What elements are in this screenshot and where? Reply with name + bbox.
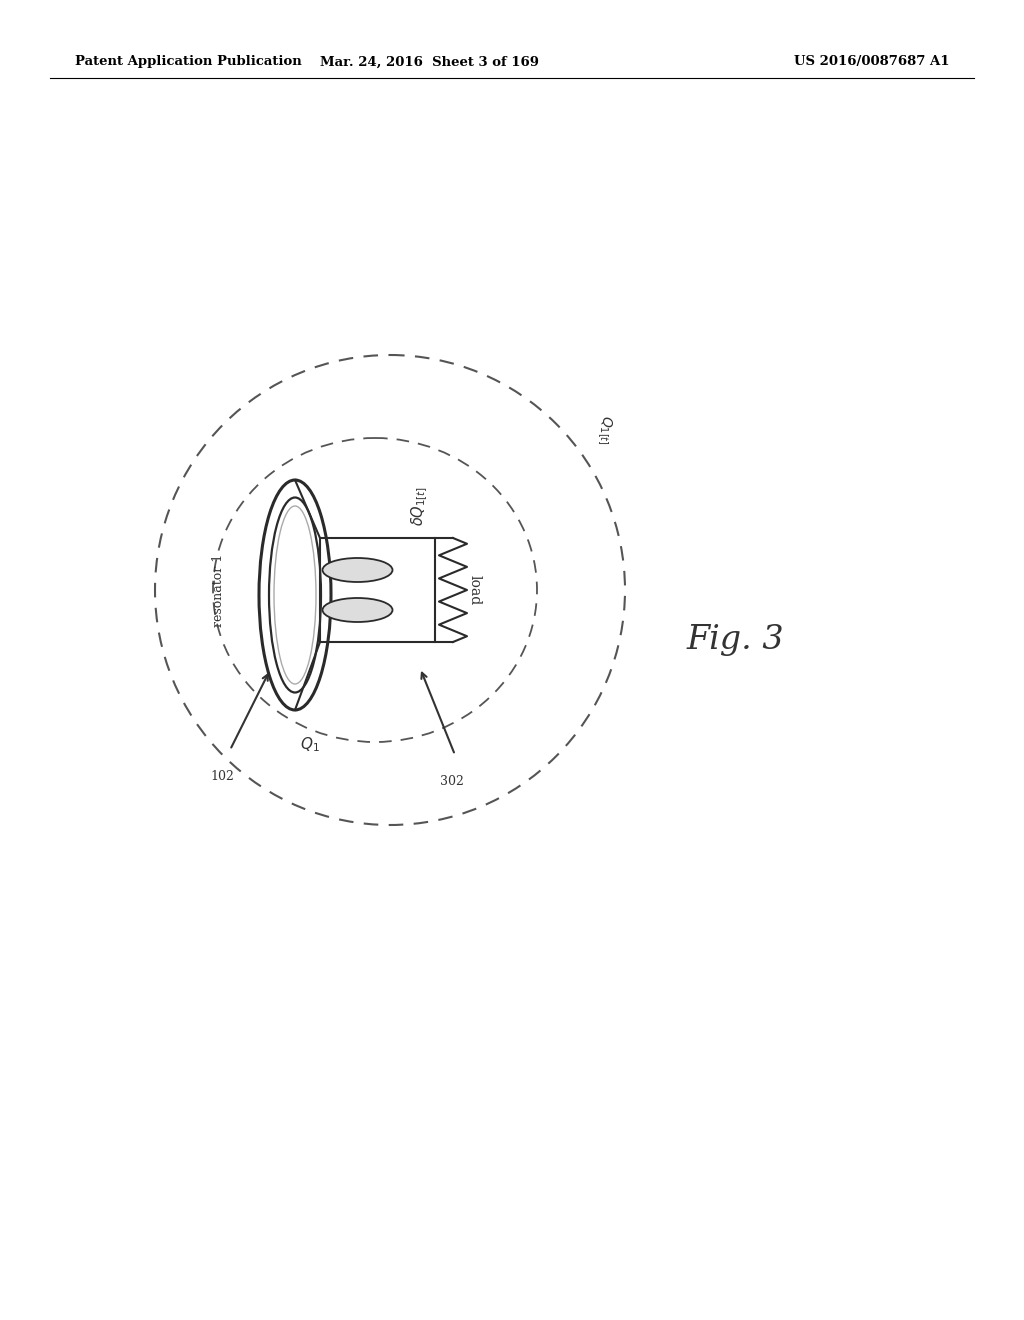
Ellipse shape bbox=[323, 558, 392, 582]
Text: $Q_{1[t]}$: $Q_{1[t]}$ bbox=[595, 414, 613, 445]
Bar bbox=[319, 539, 435, 642]
Text: Mar. 24, 2016  Sheet 3 of 169: Mar. 24, 2016 Sheet 3 of 169 bbox=[321, 55, 540, 69]
Ellipse shape bbox=[323, 598, 392, 622]
Text: $\delta Q_{1[t]}$: $\delta Q_{1[t]}$ bbox=[410, 486, 430, 525]
Text: load: load bbox=[468, 576, 482, 605]
Text: resonator 1: resonator 1 bbox=[212, 553, 224, 627]
Text: US 2016/0087687 A1: US 2016/0087687 A1 bbox=[795, 55, 950, 69]
Text: 102: 102 bbox=[210, 770, 233, 783]
Text: Patent Application Publication: Patent Application Publication bbox=[75, 55, 302, 69]
Text: $Q_1$: $Q_1$ bbox=[300, 735, 319, 754]
Ellipse shape bbox=[259, 480, 331, 710]
Text: Fig. 3: Fig. 3 bbox=[686, 624, 783, 656]
Text: 302: 302 bbox=[440, 775, 464, 788]
